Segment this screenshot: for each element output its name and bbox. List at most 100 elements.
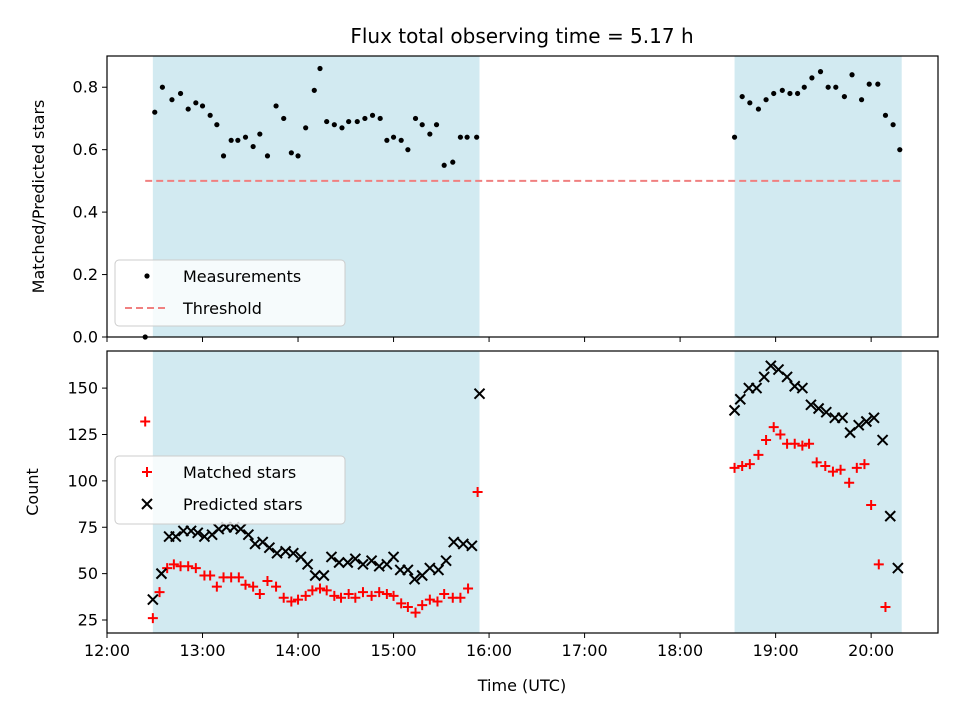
x-tick-label: 12:00 xyxy=(84,641,130,660)
matched-star-point xyxy=(286,596,297,607)
predicted-star-point xyxy=(309,569,321,582)
predicted-star-point xyxy=(318,569,330,582)
measurement-point xyxy=(433,122,440,128)
matched-star-point xyxy=(336,592,347,603)
x-axis-label: Time (UTC) xyxy=(477,676,566,695)
y-tick-label: 50 xyxy=(78,564,98,583)
predicted-star-point xyxy=(836,412,849,424)
matched-star-point xyxy=(154,587,165,598)
x-tick-label: 14:00 xyxy=(275,641,321,660)
measurement-point xyxy=(450,159,456,165)
measurement-point xyxy=(412,115,419,122)
measurement-point xyxy=(875,81,881,87)
measurement-point xyxy=(890,122,896,128)
measurement-point xyxy=(193,100,199,106)
matched-star-point xyxy=(350,592,361,603)
predicted-star-point xyxy=(408,573,421,585)
legend-box xyxy=(114,259,346,327)
x-tick-label: 19:00 xyxy=(753,641,799,660)
predicted-star-point xyxy=(765,360,777,372)
measurement-point xyxy=(763,97,769,103)
measurement-point xyxy=(897,147,903,153)
y-tick-label: 0.0 xyxy=(73,328,98,347)
observing-window-1 xyxy=(734,56,902,337)
predicted-star-point xyxy=(473,387,486,400)
predicted-star-point xyxy=(432,564,445,576)
measurement-point xyxy=(264,153,271,159)
matched-star-point xyxy=(254,589,265,600)
matched-star-point xyxy=(844,477,855,488)
measurement-point xyxy=(833,84,839,90)
measurement-point xyxy=(731,134,738,140)
predicted-star-point xyxy=(750,382,763,394)
matched-star-point xyxy=(396,598,407,609)
measurement-point xyxy=(779,87,785,93)
legend-entry: Measurements xyxy=(183,267,301,286)
predicted-star-point xyxy=(402,564,414,576)
predicted-star-point xyxy=(349,553,362,565)
x-tick-label: 17:00 xyxy=(562,641,608,660)
matched-star-point xyxy=(455,592,466,603)
matched-star-point xyxy=(366,590,377,601)
measurement-point xyxy=(405,147,411,153)
predicted-star-point xyxy=(758,371,770,383)
matched-star-point xyxy=(761,435,772,446)
matched-star-point xyxy=(211,581,222,592)
matched-star-point xyxy=(873,559,884,570)
predicted-star-point xyxy=(341,556,354,569)
y-tick-label: 75 xyxy=(78,518,98,537)
measurement-point xyxy=(177,90,184,97)
matched-star-point xyxy=(248,581,259,592)
chart-title: Flux total observing time = 5.17 h xyxy=(350,24,693,48)
matched-star-point xyxy=(463,583,474,594)
predicted-star-point xyxy=(466,540,478,552)
matched-star-point xyxy=(381,589,392,600)
predicted-star-point xyxy=(876,434,889,446)
matched-star-point xyxy=(240,579,251,590)
measurement-point xyxy=(317,65,323,72)
measurement-point xyxy=(242,134,249,140)
matched-star-point xyxy=(859,459,870,470)
matched-star-point xyxy=(329,590,340,601)
matched-star-point xyxy=(835,464,846,475)
predicted-star-point xyxy=(192,527,204,539)
matched-star-point xyxy=(300,590,311,601)
matched-star-point xyxy=(402,602,413,613)
matched-star-point xyxy=(439,589,450,600)
count-panel: 25 50 75 100 125 150 12:00 13:00 14:00 15:00 16:00… xyxy=(23,350,939,660)
legend-entry: Predicted stars xyxy=(183,495,303,514)
measurement-point xyxy=(228,137,234,143)
measurement-point xyxy=(866,81,872,87)
predicted-star-point xyxy=(805,399,817,411)
measurement-point xyxy=(311,87,317,93)
measurement-point xyxy=(849,72,855,78)
measurement-point xyxy=(169,97,175,103)
matched-star-point xyxy=(737,461,748,472)
matched-star-point xyxy=(820,461,831,472)
measurement-point xyxy=(794,90,801,97)
y-tick-label: 150 xyxy=(67,379,98,398)
measurement-point xyxy=(801,84,807,90)
measurement-point xyxy=(755,106,762,112)
measurement-point xyxy=(281,115,287,122)
measurement-point xyxy=(354,118,360,125)
measurement-point xyxy=(362,115,368,122)
y-axis-label: Matched/Predicted stars xyxy=(29,100,48,294)
legend-swatch xyxy=(141,498,153,510)
y-tick-label: 0.4 xyxy=(73,203,98,222)
measurement-point xyxy=(220,153,227,159)
measurement-point xyxy=(398,137,404,143)
measurement-point xyxy=(159,84,165,90)
measurement-point xyxy=(825,84,831,90)
predicted-star-point xyxy=(357,558,369,571)
matched-star-point xyxy=(262,576,273,587)
axes-frame xyxy=(106,350,939,634)
matched-star-point xyxy=(866,499,877,510)
matched-star-point xyxy=(205,570,216,581)
measurement-point xyxy=(185,106,191,112)
matched-star-point xyxy=(753,449,764,460)
measurement-point xyxy=(214,122,220,128)
predicted-star-point xyxy=(440,554,452,567)
observing-window-1 xyxy=(734,351,902,633)
x-tick-label: 20:00 xyxy=(848,641,894,660)
